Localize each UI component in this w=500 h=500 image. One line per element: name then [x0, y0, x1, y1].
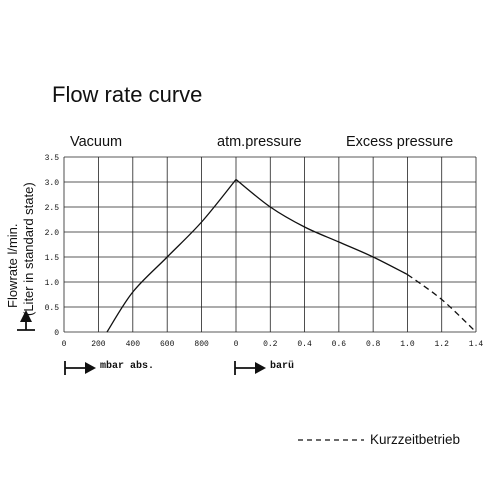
legend-label: Kurzzeitbetrieb	[370, 432, 461, 447]
chart-title: Flow rate curve	[52, 82, 203, 107]
x-tick-label-vacuum: 0	[234, 340, 239, 349]
series-line-1	[106, 179, 237, 333]
x-tick-label-pressure: 0.4	[297, 340, 312, 349]
x-tick-label-vacuum: 200	[91, 340, 106, 349]
y-axis-arrow-head	[20, 310, 32, 322]
dashed-line-legend-icon	[298, 438, 364, 441]
pressure-unit-label: barü	[270, 361, 295, 372]
x-tick-label-pressure: 0.2	[263, 340, 278, 349]
x-tick-label-vacuum: 0	[62, 340, 67, 349]
x-tick-label-pressure: 1.0	[400, 340, 415, 349]
x-tick-label-pressure: 1.4	[469, 340, 484, 349]
series-line-3	[407, 273, 477, 333]
vacuum-unit-label: mbar abs.	[100, 361, 155, 372]
region-label-atm-pressure: atm.pressure	[217, 134, 302, 150]
pressure-axis-arrow-head	[255, 362, 266, 374]
region-label-vacuum: Vacuum	[70, 134, 123, 150]
y-tick-label: 0	[54, 329, 59, 338]
y-tick-label: 0.5	[45, 304, 60, 313]
y-tick-label: 3.0	[45, 179, 60, 188]
x-tick-label-vacuum: 400	[126, 340, 141, 349]
y-tick-label: 2.0	[45, 229, 60, 238]
y-tick-label: 2.5	[45, 204, 60, 213]
y-tick-label: 1.5	[45, 254, 60, 263]
vacuum-axis-arrow-head	[85, 362, 96, 374]
legend: Kurzzeitbetrieb	[298, 432, 460, 447]
x-tick-label-vacuum: 600	[160, 340, 175, 349]
x-tick-label-pressure: 1.2	[435, 340, 450, 349]
region-label-excess-pressure: Excess pressure	[346, 134, 454, 150]
series-line-2	[235, 178, 408, 276]
x-tick-label-pressure: 0.8	[366, 340, 381, 349]
x-tick-label-pressure: 0.6	[332, 340, 347, 349]
y-tick-label: 3.5	[45, 154, 60, 163]
y-tick-label: 1.0	[45, 279, 60, 288]
x-tick-label-vacuum: 800	[194, 340, 209, 349]
